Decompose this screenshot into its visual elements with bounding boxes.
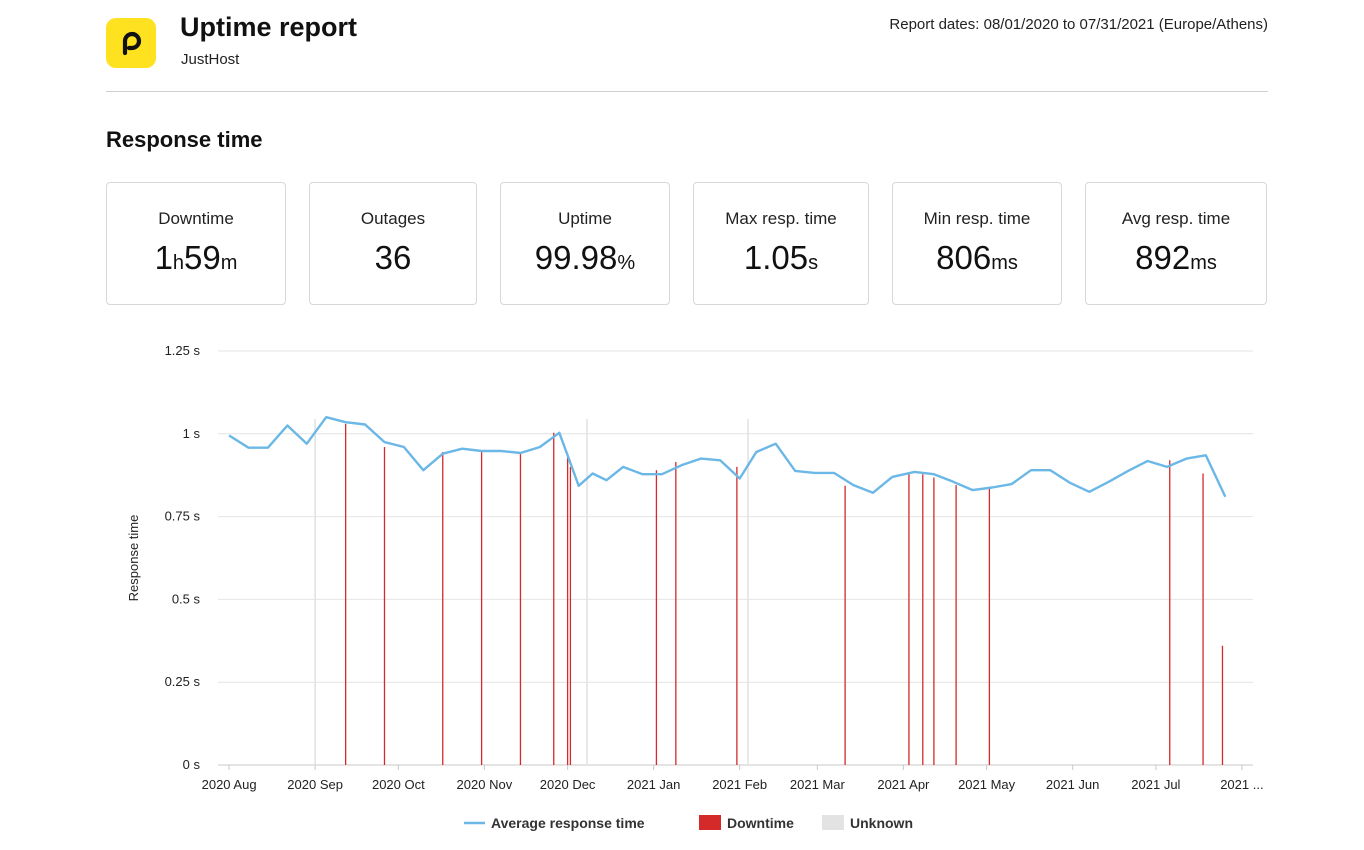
stat-card-min-resp-time: Min resp. time 806ms — [892, 182, 1062, 305]
stat-label: Uptime — [558, 209, 612, 228]
stat-value: 36 — [374, 239, 412, 276]
x-tick-label: 2021 Mar — [790, 777, 846, 792]
stat-label: Max resp. time — [725, 209, 837, 228]
legend-swatch-downtime — [699, 815, 721, 830]
y-tick-label: 1.25 s — [165, 343, 201, 358]
y-tick-label: 0.75 s — [165, 509, 201, 524]
legend-swatch-unknown — [822, 815, 844, 830]
x-tick-label: 2020 Aug — [202, 777, 257, 792]
stat-value: 1.05s — [743, 239, 819, 276]
y-tick-label: 0.25 s — [165, 674, 201, 689]
x-tick-label: 2021 Jan — [627, 777, 681, 792]
legend-label-downtime: Downtime — [727, 815, 794, 831]
x-tick-label: 2020 Dec — [540, 777, 596, 792]
x-tick-label: 2020 Nov — [457, 777, 513, 792]
report-title: Uptime report — [180, 12, 358, 42]
header-divider — [106, 91, 1268, 92]
x-tick-label: 2021 Feb — [712, 777, 767, 792]
x-tick-label: 2021 Jul — [1131, 777, 1180, 792]
stat-label: Downtime — [158, 209, 234, 228]
stat-label: Outages — [360, 209, 426, 228]
site-name: JustHost — [181, 51, 240, 68]
stat-value: 99.98% — [534, 239, 636, 276]
x-tick-label: 2021 May — [958, 777, 1016, 792]
report-dates: Report dates: 08/01/2020 to 07/31/2021 (… — [889, 16, 1268, 33]
series-line-avg-response — [228, 415, 1227, 498]
stat-card-max-resp-time: Max resp. time 1.05s — [693, 182, 869, 305]
stat-value: 892ms — [1135, 239, 1217, 276]
brand-logo — [106, 18, 156, 68]
y-tick-label: 0.5 s — [172, 591, 201, 606]
x-tick-label: 2020 Oct — [372, 777, 425, 792]
x-tick-label: 2021 Jun — [1046, 777, 1100, 792]
response-time-chart: 0 s 0.25 s 0.5 s 0.75 s 1 s 1.25 s 2020 Aug 202… — [126, 343, 1264, 831]
y-axis-title: Response time — [126, 515, 141, 602]
section-title: Response time — [106, 127, 263, 152]
y-tick-label: 1 s — [183, 426, 201, 441]
stat-card-outages: Outages 36 — [309, 182, 477, 305]
stat-card-uptime: Uptime 99.98% — [500, 182, 670, 305]
y-tick-label: 0 s — [183, 757, 201, 772]
legend-label-avg: Average response time — [491, 815, 645, 831]
stat-value: 806ms — [936, 239, 1018, 276]
stat-card-avg-resp-time: Avg resp. time 892ms — [1085, 182, 1267, 305]
x-tick-label: 2021 ... — [1220, 777, 1263, 792]
pingdom-p-icon — [122, 31, 142, 56]
stat-value: 1h59m — [154, 239, 238, 276]
x-tick-label: 2020 Sep — [287, 777, 343, 792]
x-tick-label: 2021 Apr — [877, 777, 930, 792]
stat-card-downtime: Downtime 1h59m — [106, 182, 286, 305]
stat-label: Min resp. time — [923, 209, 1031, 228]
legend-label-unknown: Unknown — [850, 815, 913, 831]
stat-label: Avg resp. time — [1121, 209, 1231, 228]
